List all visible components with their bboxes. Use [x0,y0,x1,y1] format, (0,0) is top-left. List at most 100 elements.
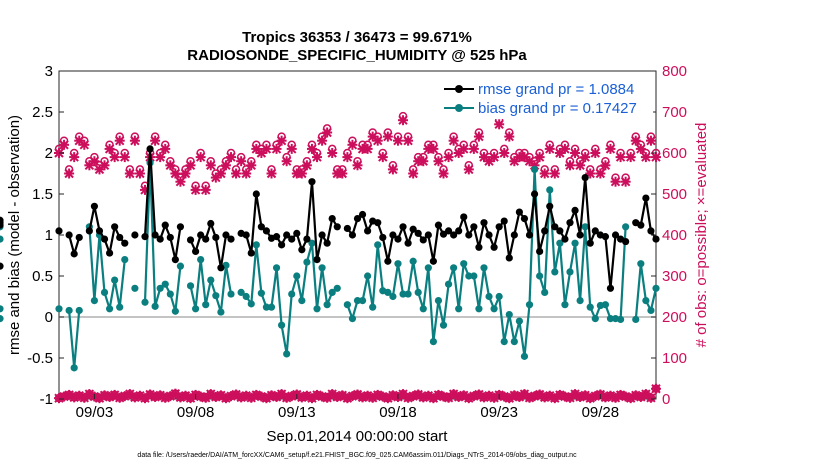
obs-evaluated-point [387,164,398,175]
obs-evaluated-point [175,176,186,187]
x-tick-label: 09/28 [582,404,620,421]
rmse-point [186,236,195,244]
obs-evaluated-point [286,143,297,154]
rmse-point [121,239,129,247]
bias-point [262,303,271,311]
rmse-point [394,235,402,243]
bias-point [591,315,599,323]
obs-evaluated-point [499,148,510,158]
obs-evaluated-point [372,135,383,146]
bias-point [414,288,422,296]
obs-evaluated-bottom-point [645,392,656,403]
bias-point [439,321,448,329]
rmse-point [444,227,453,235]
rmse-point [490,243,498,251]
rmse-point [212,233,220,242]
rmse-point [591,227,599,235]
obs-evaluated-point [570,148,581,158]
rmse-point [622,237,630,246]
bias-point [571,239,579,247]
obs-evaluated-point [99,160,110,171]
obs-evaluated-point [640,152,651,163]
bias-point [257,289,265,297]
bias-point [207,276,215,284]
bias-point [520,352,529,360]
rmse-point [75,233,83,242]
bias-point [90,297,99,305]
obs-evaluated-point [317,135,328,146]
obs-evaluated-point [347,139,358,150]
rmse-point [399,223,407,231]
rmse-point [156,235,164,243]
bias-series-layer [0,159,660,372]
bias-point [485,292,493,301]
bias-point [212,292,220,300]
x-axis-label: Sep.01,2014 00:00:00 start [267,428,449,445]
bias-point [601,301,610,309]
rmse-point [652,235,660,243]
rmse-point [202,235,210,243]
rmse-point [525,231,534,239]
rmse-point [161,221,169,229]
obs-evaluated-point [418,156,429,167]
bias-point [318,264,326,272]
rmse-point [546,202,554,210]
rmse-series-layer [0,145,660,292]
obs-evaluated-point [160,143,171,154]
bias-point [399,290,407,298]
rmse-point [611,231,620,239]
obs-evaluated-point [226,152,237,163]
rmse-point [272,233,281,241]
y-left-tick-label: -1 [40,391,53,408]
rmse-point [0,262,4,270]
bias-point [364,272,372,280]
bias-point [374,241,382,249]
bias-point [409,257,417,265]
rmse-point [288,235,296,243]
bias-point [404,290,412,298]
bias-point [217,308,225,316]
obs-evaluated-point [64,168,75,179]
bias-point [475,305,483,313]
rmse-point [520,215,529,223]
bias-point [111,276,119,284]
obs-evaluated-point [104,143,115,154]
y-left-tick-label: 3 [45,63,53,80]
bias-point [576,297,584,305]
bias-point [141,298,149,306]
rmse-point [475,243,483,251]
rmse-point [465,231,473,239]
rmse-point [530,190,539,198]
bias-point [616,315,625,324]
bias-point [389,292,397,301]
obs-evaluated-point [377,152,388,163]
rmse-point [541,227,549,235]
obs-evaluated-point [352,160,363,171]
bias-point [652,284,660,292]
obs-evaluated-point [580,152,591,163]
bias-point [530,165,539,173]
obs-evaluated-point [231,168,242,179]
rmse-point [358,210,367,219]
obs-evaluated-point [382,131,393,142]
bias-point [450,264,458,272]
bias-point [455,305,463,313]
bias-point [500,338,508,346]
bias-point [551,268,559,276]
bias-point [566,268,574,276]
rmse-point [166,233,174,242]
rmse-point [384,257,392,265]
obs-evaluated-point [600,160,611,171]
rmse-point [566,219,574,227]
bias-point [495,292,503,301]
rmse-point [551,223,559,231]
obs-evaluated-point [504,131,515,142]
bias-point [55,305,63,313]
obs-evaluated-point [473,131,484,142]
obs-evaluated-point [342,152,353,163]
rmse-point [455,227,463,235]
bias-line-segment [88,226,126,310]
y-left-tick-label: 2 [45,145,53,162]
rmse-point [283,231,291,239]
obs-evaluated-point [124,168,135,179]
